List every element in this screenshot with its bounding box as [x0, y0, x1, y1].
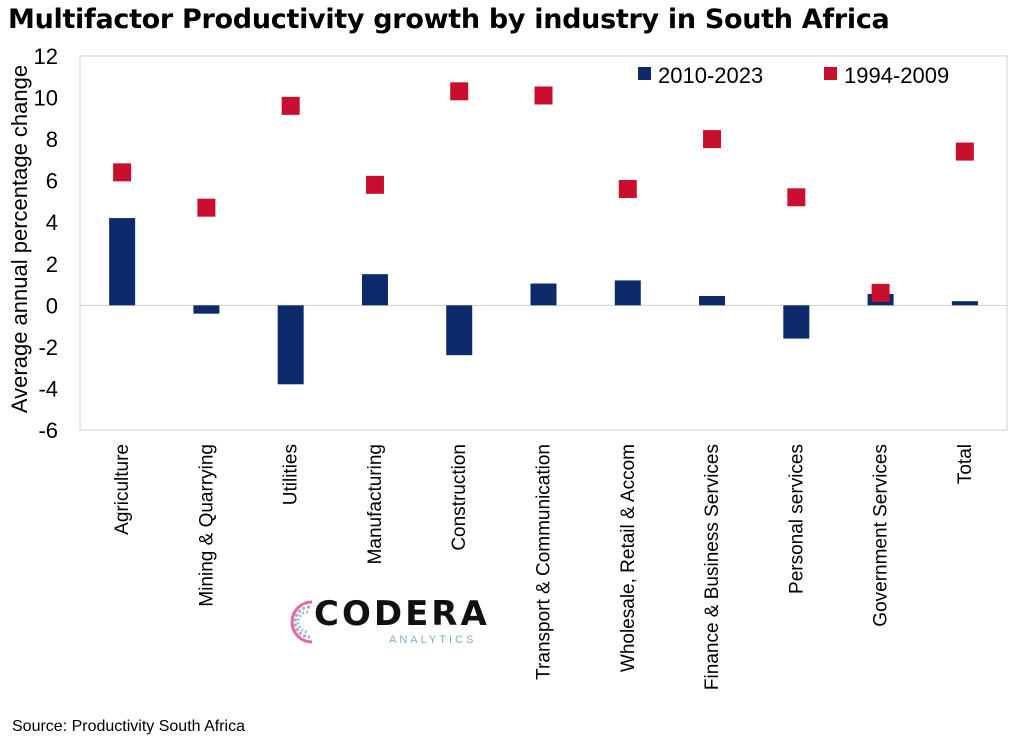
legend-swatch [824, 67, 837, 80]
marker-1994-2009 [281, 96, 300, 115]
y-axis-label: Average annual percentage change [7, 65, 32, 413]
x-tick-labels: Agriculture Mining & Quarrying Utilities Ma… [112, 444, 976, 690]
legend-label: 1994-2009 [844, 63, 949, 88]
y-tick-label: 0 [46, 293, 58, 318]
logo-sub: ANALYTICS [389, 634, 477, 646]
codera-logo-mark-icon [290, 600, 313, 644]
bar-2010-2023 [699, 295, 726, 306]
y-tick-label: 12 [34, 44, 58, 69]
marker-1994-2009 [113, 163, 132, 182]
y-tick-label: -2 [38, 335, 58, 360]
x-tick-label: Utilities [281, 444, 302, 505]
x-tick-label: Finance & Business Services [702, 444, 723, 690]
bar-2010-2023 [951, 301, 978, 306]
chart-axes [79, 55, 1008, 431]
marker-1994-2009 [450, 82, 469, 101]
y-tick-labels: -6 -4 -2 0 2 4 6 8 10 12 [34, 44, 58, 443]
y-tick-label: 10 [34, 86, 58, 111]
bar-2010-2023 [446, 305, 473, 356]
bar-2010-2023 [530, 283, 557, 306]
x-tick-label: Wholesale, Retail & Accom [618, 444, 639, 672]
codera-logo: CODERA ANALYTICS [282, 592, 487, 652]
y-tick-label: -4 [38, 376, 58, 401]
chart-legend: 2010-2023 1994-2009 [638, 63, 949, 88]
y-tick-label: 4 [46, 210, 58, 235]
bar-2010-2023 [614, 280, 641, 306]
bars-2010-2023 [109, 218, 978, 385]
markers-1994-2009 [113, 82, 974, 302]
marker-1994-2009 [955, 142, 974, 161]
logo-name: CODERA [314, 594, 490, 634]
marker-1994-2009 [871, 283, 890, 302]
x-tick-label: Construction [449, 444, 470, 551]
source-note: Source: Productivity South Africa [12, 718, 245, 735]
bar-2010-2023 [193, 305, 220, 314]
legend-label: 2010-2023 [658, 63, 763, 88]
x-tick-label: Total [955, 444, 976, 484]
y-tick-label: 6 [46, 169, 58, 194]
plot-frame [79, 55, 1008, 431]
marker-1994-2009 [703, 130, 722, 149]
x-tick-label: Transport & Communication [534, 444, 555, 680]
marker-1994-2009 [365, 175, 384, 194]
legend-swatch [638, 67, 651, 80]
y-tick-label: -6 [38, 418, 58, 443]
y-tick-label: 2 [46, 252, 58, 277]
chart-title: Multifactor Productivity growth by indus… [8, 4, 890, 35]
x-tick-label: Agriculture [112, 444, 133, 535]
bar-2010-2023 [361, 274, 388, 306]
marker-1994-2009 [787, 188, 806, 207]
marker-1994-2009 [618, 179, 637, 198]
x-tick-label: Personal services [786, 444, 807, 594]
marker-1994-2009 [534, 86, 553, 105]
y-tick-label: 8 [46, 127, 58, 152]
bar-2010-2023 [783, 305, 810, 339]
bar-2010-2023 [109, 218, 136, 306]
x-tick-label: Government Services [871, 444, 892, 627]
x-tick-label: Manufacturing [365, 444, 386, 564]
marker-1994-2009 [197, 198, 216, 217]
x-tick-label: Mining & Quarrying [196, 444, 217, 607]
bar-2010-2023 [277, 305, 304, 385]
